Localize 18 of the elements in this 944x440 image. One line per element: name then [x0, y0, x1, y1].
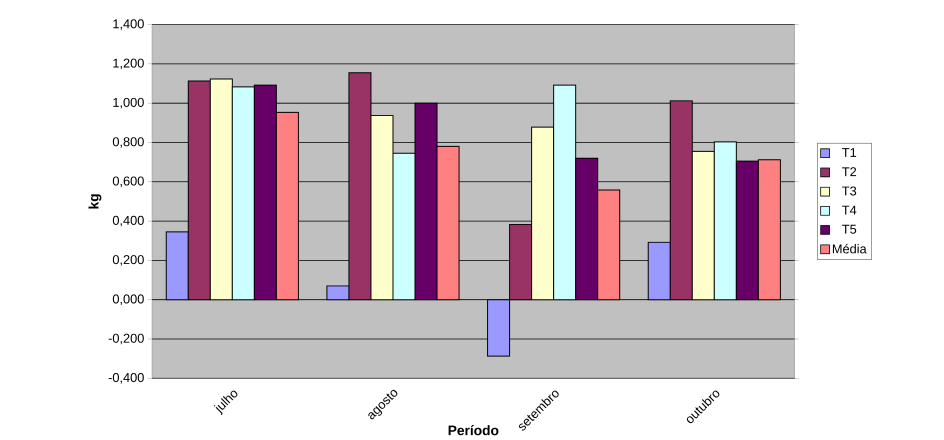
y-tick-label: 1,200 [113, 58, 144, 70]
y-tick-label: 1,000 [113, 98, 144, 108]
y-tick-label: 1,400 [113, 19, 144, 30]
y-tick-label: 0,600 [112, 176, 144, 187]
legend-label: T1 [842, 148, 856, 157]
y-tick-label: 0,400 [112, 216, 144, 226]
legend-label: Média [832, 244, 867, 254]
y-tick-label: -0,200 [108, 334, 144, 344]
legend-label: T2 [842, 167, 856, 176]
y-tick-label: -0,400 [108, 372, 144, 384]
x-axis-title: Período [448, 424, 498, 436]
legend-label: T3 [842, 186, 856, 196]
y-tick-label: 0,800 [112, 137, 144, 148]
y-axis-title: kg [88, 194, 102, 208]
y-tick-label: 0,200 [112, 255, 144, 266]
legend-label: T4 [842, 206, 856, 214]
y-tick-label: 0,000 [112, 294, 144, 305]
legend-label: T5 [842, 224, 856, 234]
